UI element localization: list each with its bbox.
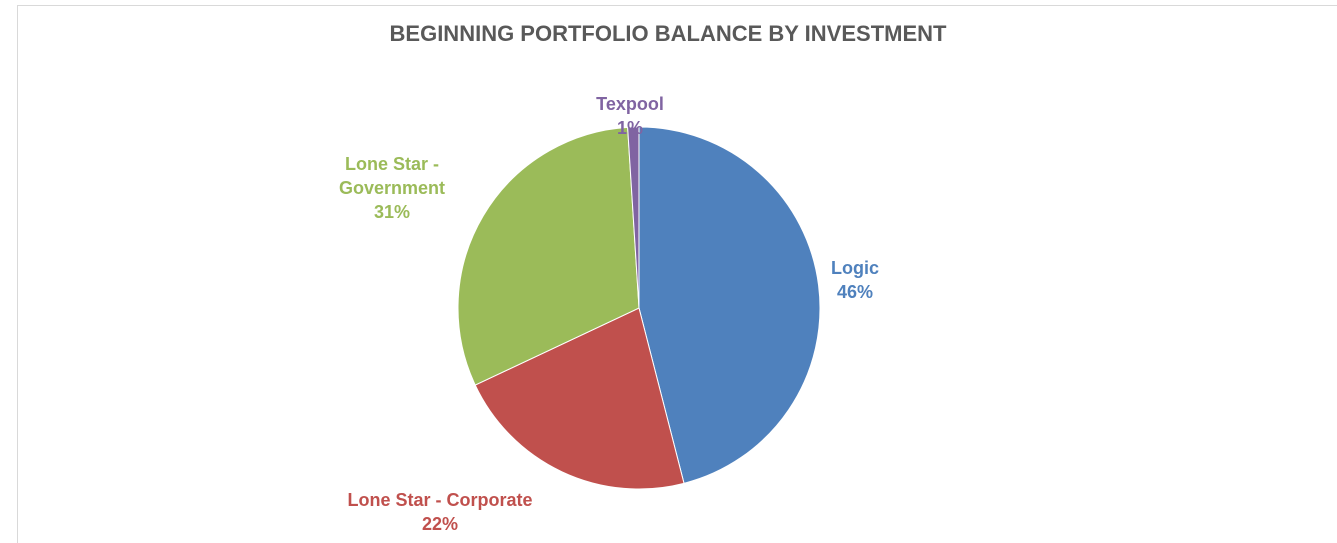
data-label: Logic 46% [795,256,915,304]
label-name: Lone Star - Government [338,154,446,198]
pie-slice [474,307,685,490]
label-value: 46% [836,282,874,302]
label-value: 22% [421,514,459,534]
label-name: Lone Star - Corporate [347,490,533,510]
pie-slice [457,126,640,386]
label-value: 1% [616,118,643,138]
label-name: Logic [831,258,879,278]
pie-slice [627,126,640,309]
chart-border [17,5,1337,543]
chart-title: BEGINNING PORTFOLIO BALANCE BY INVESTMEN… [390,21,948,46]
label-value: 31% [373,202,411,222]
pie-slice [638,126,821,484]
data-label: Texpool 1% [570,92,690,140]
data-label: Lone Star - Corporate 22% [300,488,580,536]
label-name: Texpool [596,94,664,114]
data-label: Lone Star - Government 31% [317,152,467,224]
